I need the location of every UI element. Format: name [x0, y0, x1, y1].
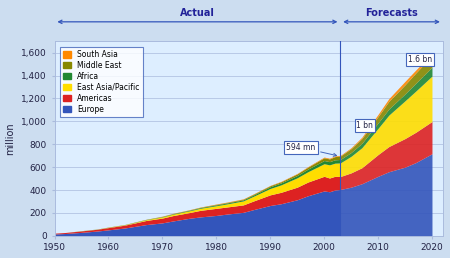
Text: 594 mn: 594 mn — [286, 143, 337, 156]
Text: Forecasts: Forecasts — [365, 8, 418, 18]
Text: 1.6 bn: 1.6 bn — [408, 55, 432, 64]
Text: 1 bn: 1 bn — [356, 121, 374, 130]
Y-axis label: million: million — [5, 122, 16, 155]
Text: Actual: Actual — [180, 8, 215, 18]
Legend: South Asia, Middle East, Africa, East Asia/Pacific, Americas, Europe: South Asia, Middle East, Africa, East As… — [60, 47, 143, 117]
